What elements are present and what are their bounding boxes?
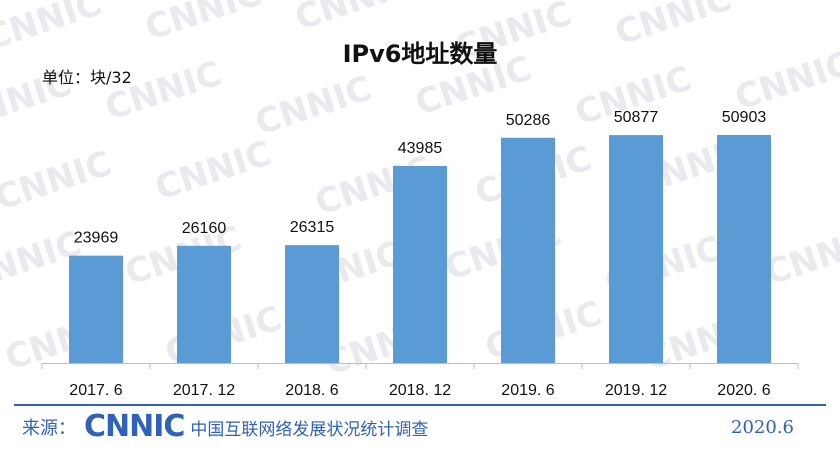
- x-tick-label: 2018. 12: [389, 382, 451, 399]
- bar: [609, 135, 663, 363]
- x-tick-label: 2017. 12: [173, 382, 235, 399]
- footer-date: 2020.6: [731, 416, 794, 438]
- bar: [285, 245, 339, 363]
- bar-value-label: 26315: [290, 219, 335, 236]
- x-tick-label: 2018. 6: [285, 382, 338, 399]
- source-label: 来源：: [22, 418, 76, 439]
- bar-value-label: 23969: [74, 230, 119, 247]
- chart-title: IPv6地址数量: [342, 40, 498, 68]
- bar-value-label: 50877: [614, 109, 659, 126]
- bar-value-label: 43985: [398, 140, 443, 157]
- x-tick-label: 2019. 12: [605, 382, 667, 399]
- x-tick-label: 2019. 6: [501, 382, 554, 399]
- bar: [177, 245, 231, 363]
- bar: [69, 255, 123, 363]
- bar: [717, 135, 771, 363]
- unit-label: 单位：块/32: [42, 68, 132, 87]
- footer: 来源： CNNIC 中国互联网络发展状况统计调查 2020.6: [22, 410, 794, 444]
- x-tick-label: 2020. 6: [717, 382, 770, 399]
- bar: [501, 137, 555, 363]
- footer-divider: [14, 404, 826, 406]
- bar-value-label: 50286: [506, 112, 551, 129]
- bar-value-label: 26160: [182, 220, 227, 237]
- bar-value-label: 50903: [722, 109, 767, 126]
- survey-title: 中国互联网络发展状况统计调查: [190, 419, 429, 440]
- cnnic-logo: CNNIC: [84, 409, 185, 444]
- bar: [393, 165, 447, 363]
- x-tick-label: 2017. 6: [69, 382, 122, 399]
